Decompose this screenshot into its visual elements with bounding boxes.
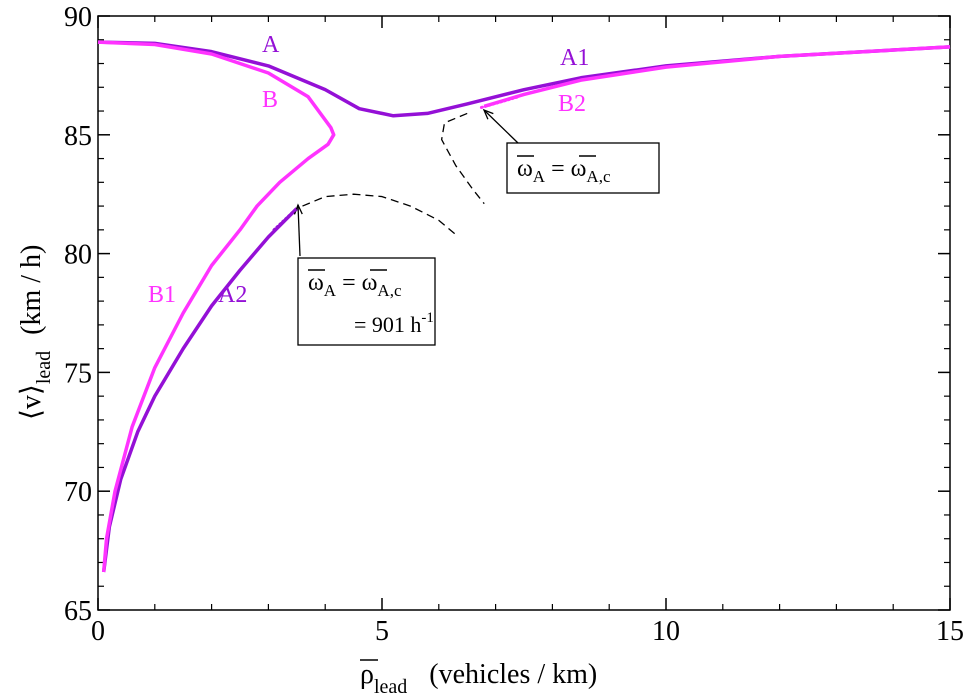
box-rhs: ω: [571, 156, 587, 182]
box-rhs: ω: [362, 270, 378, 296]
branch-label: A1: [560, 45, 589, 71]
box-value-text: = 901 h: [354, 312, 421, 337]
dashed-curve: [302, 193, 457, 236]
arrow-head: [482, 108, 494, 120]
x-tick-label: 0: [91, 616, 105, 647]
x-label-unit: (vehicles / km): [429, 659, 597, 690]
y-tick-label: 90: [64, 2, 92, 33]
dotted-end: [272, 206, 299, 232]
arrow: [297, 204, 301, 257]
x-label-sub: lead: [374, 676, 407, 698]
branch-label: B: [262, 87, 278, 113]
branch-label: B1: [148, 282, 176, 308]
box-eq: =: [551, 156, 565, 182]
curve: [101, 207, 299, 573]
y-label-sub: lead: [33, 351, 55, 384]
box-rhs-sub: A,c: [586, 167, 611, 186]
y-tick-label: 80: [64, 240, 92, 271]
y-tick-label: 75: [64, 358, 92, 389]
box-equation: ωA = ωA,c: [308, 270, 402, 300]
y-axis-label: ⟨v⟩lead (km / h): [16, 245, 55, 420]
x-tick-label: 5: [375, 616, 389, 647]
y-tick-label: 70: [64, 477, 92, 508]
x-tick-label: 10: [652, 616, 680, 647]
curve: [483, 45, 951, 108]
box-lhs: ω: [517, 156, 533, 182]
dotted-end: [479, 95, 520, 109]
branch-label: A: [262, 32, 280, 58]
box-rhs-sub: A,c: [377, 281, 402, 300]
annotation-box: [297, 257, 436, 346]
annotation-box: [506, 142, 660, 194]
x-tick-label: 15: [936, 616, 964, 647]
dashed-curve: [440, 112, 485, 205]
y-label-main: ⟨v⟩: [16, 384, 47, 420]
branch-label: A2: [218, 282, 247, 308]
x-axis-label: ρlead (vehicles / km): [360, 659, 597, 698]
branch-label: B2: [558, 91, 586, 117]
box-lhs-sub: A: [533, 167, 546, 186]
y-tick-label: 65: [64, 596, 92, 627]
box-equation: ωA = ωA,c: [517, 156, 611, 186]
box-lhs-sub: A: [324, 281, 337, 300]
box-lhs: ω: [308, 270, 324, 296]
plot-frame: [97, 15, 951, 611]
x-label-main: ρ: [360, 659, 374, 690]
curve: [97, 40, 336, 573]
box-eq: =: [342, 270, 356, 296]
arrow: [483, 109, 519, 144]
y-label-unit: (km / h): [16, 245, 47, 335]
box-value: = 901 h-1: [354, 310, 434, 337]
y-tick-label: 85: [64, 121, 92, 152]
box-value-sup: -1: [421, 310, 434, 326]
